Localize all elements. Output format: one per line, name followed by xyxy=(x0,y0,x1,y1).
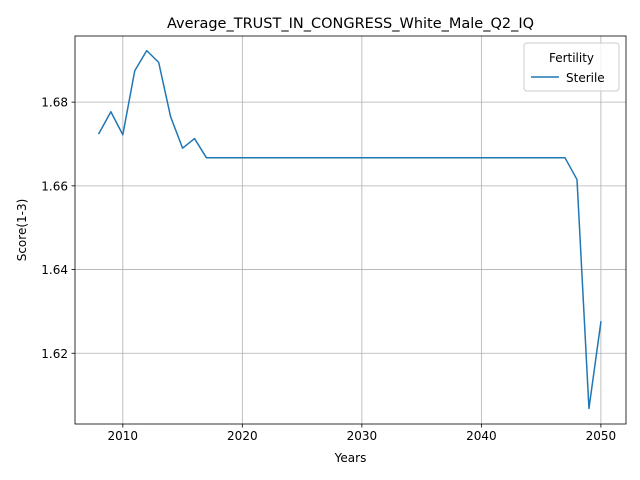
legend-title: Fertility xyxy=(549,51,594,65)
x-tick-label: 2050 xyxy=(586,429,617,443)
chart-title: Average_TRUST_IN_CONGRESS_White_Male_Q2_… xyxy=(167,16,534,32)
axis-ticks: 2010 2020 2030 2040 2050 1.62 1.64 1.66 1.68 xyxy=(41,96,616,443)
y-tick-label: 1.64 xyxy=(41,263,68,277)
series-layer xyxy=(97,49,602,410)
series-line-sterile xyxy=(97,49,602,410)
plot-frame xyxy=(74,35,627,425)
y-tick-label: 1.62 xyxy=(41,347,68,361)
plot-area xyxy=(75,36,626,424)
legend-box xyxy=(523,42,620,92)
x-tick-label: 2010 xyxy=(108,429,139,443)
x-tick-label: 2020 xyxy=(227,429,258,443)
y-tick-label: 1.68 xyxy=(41,96,68,110)
x-axis-label: Years xyxy=(334,451,367,465)
y-tick-label: 1.66 xyxy=(41,179,68,193)
legend-label-sterile: Sterile xyxy=(566,71,605,85)
legend: Fertility Sterile xyxy=(523,42,620,92)
y-axis-label: Score(1-3) xyxy=(15,199,29,262)
x-tick-label: 2040 xyxy=(466,429,497,443)
x-tick-label: 2030 xyxy=(347,429,378,443)
